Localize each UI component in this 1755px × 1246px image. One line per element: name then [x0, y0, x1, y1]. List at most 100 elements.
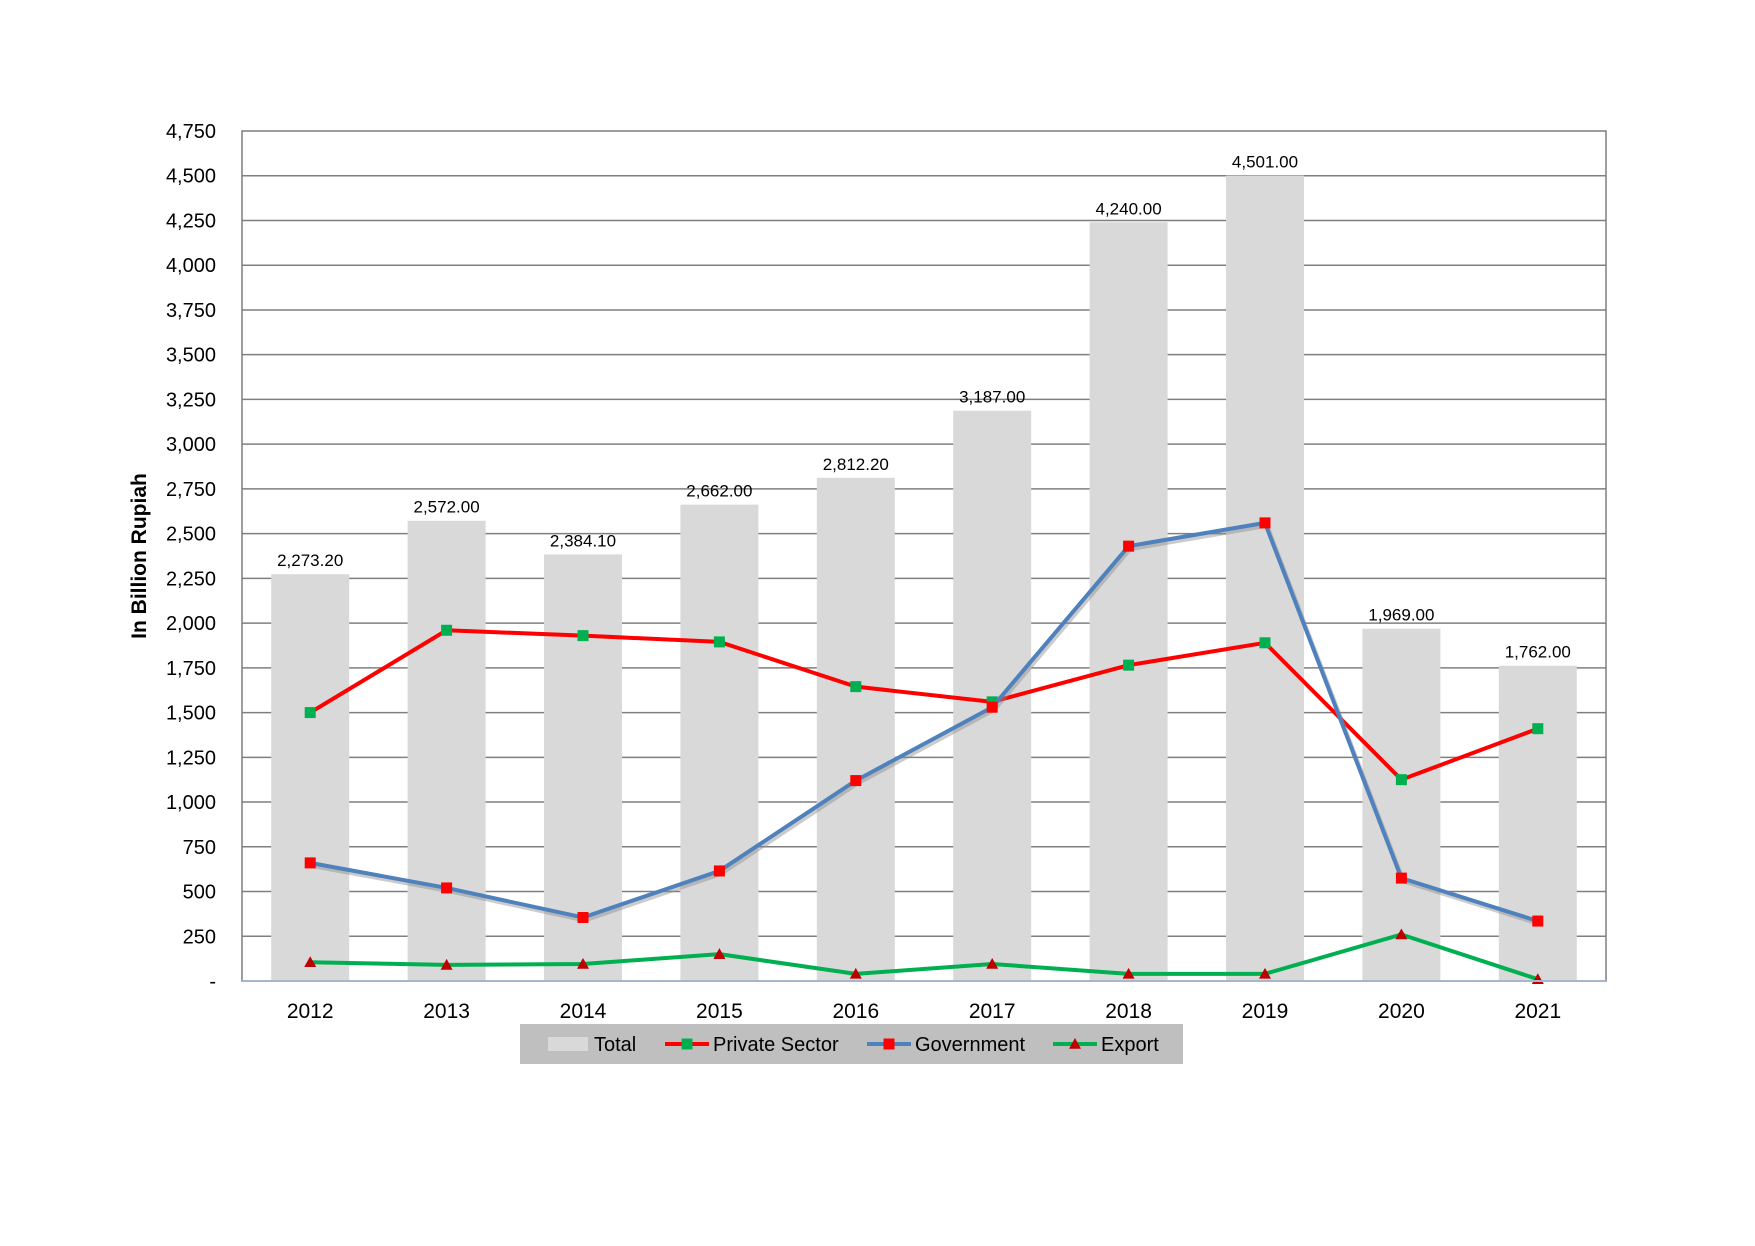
marker-export	[577, 958, 589, 969]
marker-government	[1259, 517, 1271, 529]
marker-private-sector	[441, 624, 453, 636]
y-tick-label: 1,750	[166, 658, 216, 680]
x-tick-label: 2019	[1242, 1000, 1289, 1023]
x-tick-label: 2012	[287, 1000, 334, 1023]
x-tick-label: 2015	[696, 1000, 743, 1023]
legend-item-total: Total	[548, 1034, 636, 1056]
legend-marker-government	[883, 1038, 895, 1050]
marker-export	[986, 958, 999, 969]
bar-series-total	[271, 175, 1577, 982]
marker-private-sector	[577, 630, 589, 642]
marker-government	[713, 865, 725, 877]
y-tick-label: 250	[183, 926, 216, 948]
y-tick-label: 1,250	[166, 747, 216, 769]
y-tick-label: 4,750	[166, 121, 216, 143]
y-tick-label: 3,000	[166, 434, 216, 456]
marker-private-sector	[1395, 774, 1407, 786]
marker-private-sector	[850, 681, 862, 693]
bar-data-label: 4,501.00	[1232, 153, 1298, 172]
marker-private-sector	[304, 707, 316, 719]
marker-private-sector	[1532, 723, 1544, 735]
x-tick-label: 2013	[423, 1000, 470, 1023]
data-labels: 2,273.20 2,572.00 2,384.10 2,662.00 2,812.20…	[277, 153, 1571, 662]
x-tick-label: 2014	[560, 1000, 607, 1023]
x-tick-label: 2018	[1105, 1000, 1152, 1023]
legend-label: Total	[594, 1034, 636, 1056]
y-tick-label: 1,000	[166, 792, 216, 814]
marker-export	[440, 958, 453, 970]
y-tick-label: 750	[183, 837, 216, 859]
marker-export	[713, 948, 726, 959]
line-private-sector	[309, 628, 1539, 782]
bar-data-label: 2,273.20	[277, 551, 343, 570]
line-series-group	[304, 517, 1544, 985]
marker-export	[1395, 928, 1408, 940]
y-tick-label: 2,500	[166, 524, 216, 546]
x-tick-label: 2021	[1514, 1000, 1561, 1023]
line-shadow	[311, 522, 1541, 926]
bar-total	[407, 520, 486, 981]
marker-government	[577, 911, 589, 923]
line-series-government	[304, 517, 1544, 927]
y-axis-title: In Billion Rupiah	[128, 473, 151, 639]
legend-label: Government	[915, 1034, 1025, 1056]
marker-export	[1122, 967, 1135, 979]
bar-data-label: 3,187.00	[959, 388, 1025, 407]
marker-private-sector	[1123, 659, 1135, 671]
bar-data-label: 2,384.10	[550, 531, 616, 550]
marker-government	[1123, 540, 1135, 552]
y-tick-label: 2,750	[166, 479, 216, 501]
x-tick-label: 2020	[1378, 1000, 1425, 1023]
y-tick-label: 2,250	[166, 568, 216, 590]
marker-government	[441, 882, 453, 894]
x-tick-label: 2016	[832, 1000, 879, 1023]
marker-export	[1259, 967, 1271, 979]
line-export	[310, 932, 1539, 982]
marker-government	[986, 701, 998, 713]
bar-total	[271, 574, 350, 981]
bar-data-label: 4,240.00	[1096, 199, 1162, 218]
marker-private-sector	[1259, 637, 1271, 649]
y-tick-label: 2,000	[166, 613, 216, 635]
line-series-export	[304, 928, 1544, 985]
legend-label: Export	[1101, 1034, 1159, 1056]
marker-private-sector	[713, 636, 725, 648]
legend-item-export: Export	[1053, 1034, 1159, 1056]
bar-data-label: 2,662.00	[686, 482, 752, 501]
legend-label: Private Sector	[713, 1034, 839, 1056]
legend-item-government: Government	[867, 1034, 1025, 1056]
bar-total	[1498, 665, 1577, 981]
y-tick-label: 3,500	[166, 345, 216, 367]
marker-export	[849, 967, 862, 979]
y-tick-label: 3,250	[166, 389, 216, 411]
line-government	[309, 520, 1539, 923]
y-tick-label: 4,250	[166, 210, 216, 232]
legend-marker-private-sector	[681, 1038, 693, 1050]
legend-marker-export	[1069, 1038, 1081, 1049]
marker-government	[1532, 915, 1544, 927]
y-tick-label: 4,000	[166, 255, 216, 277]
bar-data-label: 1,762.00	[1505, 643, 1571, 662]
marker-government	[1395, 872, 1407, 884]
bar-data-label: 1,969.00	[1368, 606, 1434, 625]
axes: - 250 500 750 1,000 1,250 1,500 1,750 2,000 2,250…	[166, 121, 1606, 1023]
y-tick-label: -	[209, 971, 216, 993]
y-tick-label: 1,500	[166, 703, 216, 725]
bar-data-label: 2,812.20	[823, 455, 889, 474]
bar-total	[1089, 222, 1168, 981]
x-tick-label: 2017	[969, 1000, 1016, 1023]
bar-total	[1226, 175, 1304, 982]
legend-item-private-sector: Private Sector	[665, 1034, 839, 1056]
bar-total	[680, 504, 759, 981]
marker-government	[304, 857, 316, 869]
marker-government	[850, 775, 862, 787]
y-tick-label: 4,500	[166, 166, 216, 188]
legend: Total Private Sector Government Export	[520, 1024, 1183, 1064]
bar-total	[816, 477, 895, 981]
marker-export	[304, 956, 317, 968]
y-tick-label: 500	[183, 882, 216, 904]
bar-data-label: 2,572.00	[414, 498, 480, 517]
y-tick-label: 3,750	[166, 300, 216, 322]
